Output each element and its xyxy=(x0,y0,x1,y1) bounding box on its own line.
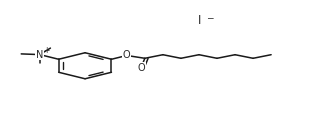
Text: −: − xyxy=(206,14,214,23)
Text: N: N xyxy=(36,50,43,60)
Text: O: O xyxy=(123,51,131,60)
Text: +: + xyxy=(44,46,50,55)
Text: O: O xyxy=(138,63,146,73)
Text: I: I xyxy=(197,14,201,27)
